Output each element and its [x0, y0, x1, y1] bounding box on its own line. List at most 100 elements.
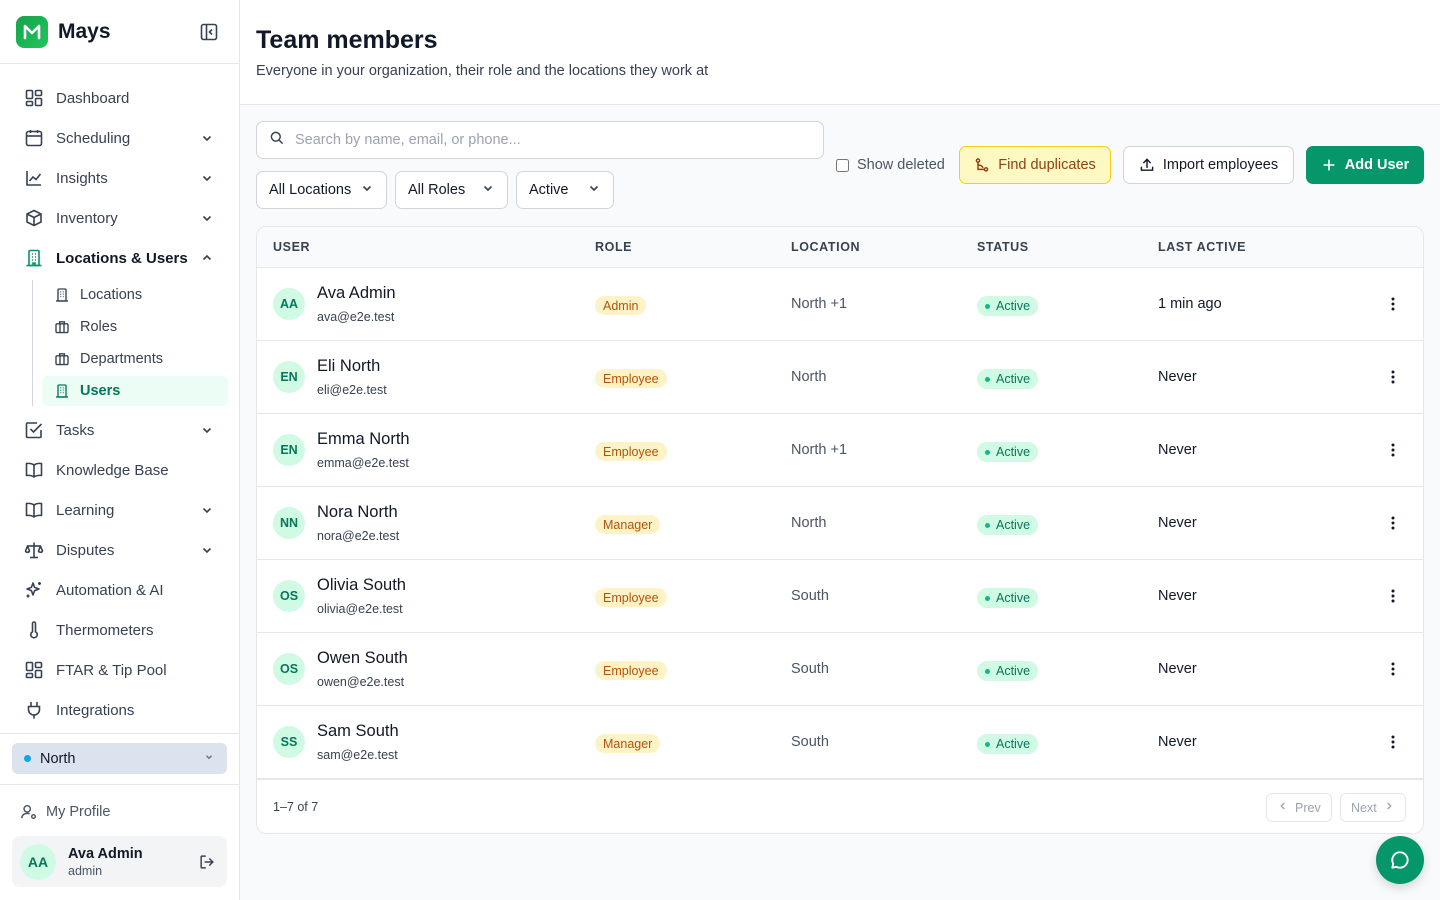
import-employees-label: Import employees: [1162, 157, 1279, 173]
status-label: Active: [996, 664, 1031, 678]
role-badge: Employee: [595, 369, 667, 388]
table-row[interactable]: EN Eli North eli@e2e.test Employee North Acti…: [257, 341, 1423, 414]
mays-logo-icon[interactable]: [16, 15, 48, 48]
status-filter-select[interactable]: Active: [516, 171, 614, 209]
user-email: olivia@e2e.test: [317, 602, 403, 616]
next-page-button[interactable]: Next: [1340, 793, 1406, 822]
chevron-down-icon[interactable]: [199, 542, 215, 558]
more-options-icon[interactable]: [1381, 438, 1405, 462]
user-location: North: [791, 369, 827, 385]
pagination-summary: 1–7 of 7: [273, 800, 319, 814]
prev-page-button[interactable]: Prev: [1266, 793, 1332, 822]
add-user-button[interactable]: Add User: [1306, 146, 1424, 184]
import-employees-button[interactable]: Import employees: [1123, 146, 1294, 184]
sidebar-item-thermometers[interactable]: Thermometers: [0, 610, 239, 650]
sidebar-subitem-users[interactable]: Users: [42, 376, 228, 406]
status-label: Active: [996, 737, 1031, 751]
chevron-down-icon[interactable]: [199, 130, 215, 146]
role-filter-select[interactable]: All Roles: [395, 171, 508, 209]
logout-icon[interactable]: [195, 850, 219, 874]
chevron-down-icon: [481, 181, 495, 199]
toolbar: All Locations All Roles Active Show dele…: [256, 121, 1424, 211]
search-box: [256, 121, 824, 159]
status-badge: Active: [977, 515, 1039, 535]
current-user-card: AA Ava Admin admin: [12, 836, 227, 887]
search-input[interactable]: [295, 132, 811, 148]
users-table: USER ROLE LOCATION STATUS LAST ACTIVE AA…: [256, 226, 1424, 834]
status-label: Active: [996, 445, 1031, 459]
chat-button[interactable]: [1376, 836, 1424, 884]
sidebar-item-dashboard[interactable]: Dashboard: [0, 78, 239, 118]
column-header-last-active[interactable]: LAST ACTIVE: [1158, 240, 1247, 254]
location-switcher[interactable]: North: [12, 743, 227, 774]
sidebar-item-learning[interactable]: Learning: [0, 490, 239, 530]
sidebar-item-disputes[interactable]: Disputes: [0, 530, 239, 570]
user-location: South: [791, 661, 829, 677]
sidebar-subitem-locations[interactable]: Locations: [42, 280, 228, 310]
chevron-down-icon[interactable]: [199, 170, 215, 186]
status-badge: Active: [977, 296, 1039, 316]
sidebar-item-tasks[interactable]: Tasks: [0, 410, 239, 450]
sidebar-item-knowledge-base[interactable]: Knowledge Base: [0, 450, 239, 490]
find-duplicates-button[interactable]: Find duplicates: [959, 146, 1111, 184]
more-options-icon[interactable]: [1381, 730, 1405, 754]
next-page-label: Next: [1351, 800, 1377, 815]
more-options-icon[interactable]: [1381, 292, 1405, 316]
my-profile-link[interactable]: My Profile: [20, 803, 110, 821]
sidebar-subitem-roles[interactable]: Roles: [42, 312, 228, 342]
more-options-icon[interactable]: [1381, 657, 1405, 681]
column-header-status[interactable]: STATUS: [977, 240, 1029, 254]
column-header-user[interactable]: USER: [273, 240, 311, 254]
location-filter-label: All Locations: [269, 182, 352, 198]
table-row[interactable]: OS Owen South owen@e2e.test Employee South Ac…: [257, 633, 1423, 706]
location-filter-select[interactable]: All Locations: [256, 171, 387, 209]
sidebar-item-label: Thermometers: [56, 621, 154, 639]
sidebar-collapse-icon[interactable]: [195, 18, 223, 46]
chevron-down-icon[interactable]: [199, 422, 215, 438]
user-name[interactable]: Olivia South: [317, 576, 406, 594]
user-email: nora@e2e.test: [317, 529, 400, 543]
building-icon: [54, 383, 70, 399]
chat-bubble-icon: [1391, 851, 1409, 869]
sidebar-item-insights[interactable]: Insights: [0, 158, 239, 198]
divider: [0, 733, 239, 734]
table-row[interactable]: EN Emma North emma@e2e.test Employee North +…: [257, 414, 1423, 487]
table-row[interactable]: AA Ava Admin ava@e2e.test Admin North +1 Acti…: [257, 268, 1423, 341]
sparkle-icon: [24, 580, 44, 600]
sidebar-subitem-label: Users: [80, 383, 121, 399]
sidebar-item-inventory[interactable]: Inventory: [0, 198, 239, 238]
sidebar-subitem-label: Locations: [80, 287, 143, 303]
more-options-icon[interactable]: [1381, 584, 1405, 608]
table-row[interactable]: SS Sam South sam@e2e.test Manager South Activ…: [257, 706, 1423, 779]
sidebar-item-locations-users[interactable]: Locations & Users: [0, 238, 239, 278]
user-name[interactable]: Nora North: [317, 503, 398, 521]
user-name[interactable]: Ava Admin: [317, 284, 396, 302]
user-name[interactable]: Eli North: [317, 357, 381, 375]
status-dot-icon: [985, 595, 990, 601]
chevron-up-icon[interactable]: [199, 250, 215, 266]
more-options-icon[interactable]: [1381, 365, 1405, 389]
current-user-role: admin: [68, 863, 103, 878]
column-header-role[interactable]: ROLE: [595, 240, 633, 254]
more-options-icon[interactable]: [1381, 511, 1405, 535]
user-name[interactable]: Emma North: [317, 430, 410, 448]
user-name[interactable]: Owen South: [317, 649, 408, 667]
chevron-down-icon: [203, 751, 215, 767]
status-dot-icon: [985, 522, 990, 528]
sidebar-item-automation-ai[interactable]: Automation & AI: [0, 570, 239, 610]
book-icon: [24, 460, 44, 480]
chevron-down-icon[interactable]: [199, 210, 215, 226]
chevron-down-icon[interactable]: [199, 502, 215, 518]
status-badge: Active: [977, 442, 1039, 462]
table-row[interactable]: OS Olivia South olivia@e2e.test Employee Sou…: [257, 560, 1423, 633]
last-active: Never: [1158, 588, 1197, 604]
column-header-location[interactable]: LOCATION: [791, 240, 861, 254]
show-deleted-checkbox[interactable]: [836, 158, 849, 172]
user-name[interactable]: Sam South: [317, 722, 399, 740]
sidebar-item-integrations[interactable]: Integrations: [0, 690, 239, 730]
grid-icon: [24, 660, 44, 680]
sidebar-subitem-departments[interactable]: Departments: [42, 344, 228, 374]
sidebar-item-ftar-tip-pool[interactable]: FTAR & Tip Pool: [0, 650, 239, 690]
table-row[interactable]: NN Nora North nora@e2e.test Manager North Act…: [257, 487, 1423, 560]
sidebar-item-scheduling[interactable]: Scheduling: [0, 118, 239, 158]
